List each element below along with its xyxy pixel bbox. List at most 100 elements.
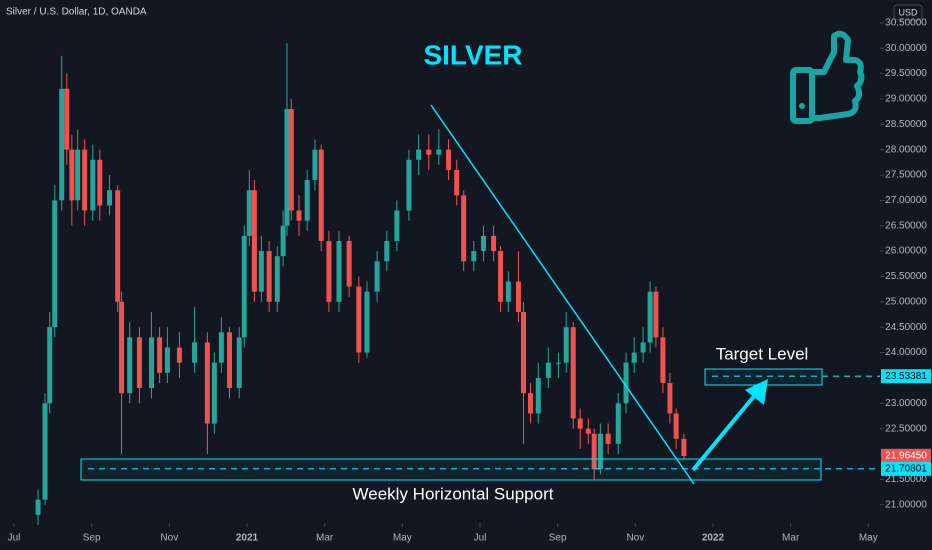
candle-body <box>280 225 286 257</box>
candle-body <box>176 347 182 363</box>
candle-body <box>681 438 687 457</box>
thumbs-up-icon <box>790 30 865 124</box>
candle-body <box>667 382 673 414</box>
candle-body <box>454 169 460 196</box>
candle-body <box>570 327 576 419</box>
y-tick-label: 29.00000 <box>885 94 927 105</box>
candle-body <box>64 88 70 150</box>
candle-body <box>563 327 569 363</box>
plot <box>13 22 884 527</box>
candle-body <box>75 149 81 201</box>
candle-body <box>394 210 400 241</box>
y-tick-label: 24.00000 <box>885 347 927 358</box>
x-tick-label: 2022 <box>702 533 725 544</box>
x-tick-label: Nov <box>160 533 178 544</box>
arrow-shaft <box>691 393 757 472</box>
annotation: Target Level <box>716 344 809 363</box>
annotation: Weekly Horizontal Support <box>353 484 554 503</box>
candle-body <box>498 251 504 302</box>
candle-body <box>505 281 511 302</box>
candle-body <box>47 327 53 404</box>
x-tick-label: Nov <box>626 533 644 544</box>
title: SILVER <box>423 39 522 70</box>
candle-body <box>326 240 332 302</box>
candle-body <box>42 403 48 500</box>
currency-box <box>893 4 923 21</box>
icon-dot <box>799 103 805 109</box>
x-tick-label: 2021 <box>236 533 259 544</box>
candle-body <box>605 433 611 444</box>
price-marker-box <box>881 461 931 476</box>
candle-body <box>471 251 477 262</box>
candle-body <box>266 251 272 302</box>
candle-body <box>90 159 96 211</box>
candle-body <box>82 149 88 211</box>
candle-body <box>384 240 390 262</box>
y-tick-label: 30.50000 <box>885 17 927 28</box>
candle-body <box>136 337 142 389</box>
candle-body <box>59 88 65 201</box>
candle-body <box>35 499 41 515</box>
symbol-header: Silver / U.S. Dollar, 1D, OANDA <box>6 7 147 18</box>
y-tick-label: 28.50000 <box>885 119 927 130</box>
y-tick-label: 27.00000 <box>885 195 927 206</box>
x-tick-label: May <box>859 533 878 544</box>
y-tick-label: 27.50000 <box>885 170 927 181</box>
candle-body <box>52 200 58 328</box>
support-zone <box>80 458 822 481</box>
candle-body <box>246 190 252 236</box>
candle-body <box>218 332 224 363</box>
y-tick-label: 25.00000 <box>885 296 927 307</box>
price-marker-label: 23.53381 <box>885 371 927 382</box>
candle-body <box>426 149 432 155</box>
candle-body <box>356 286 362 353</box>
candle-body <box>585 428 591 434</box>
price-marker-box <box>881 369 931 384</box>
candle-body <box>274 256 280 302</box>
x-tick-label: May <box>393 533 412 544</box>
candle-body <box>318 149 324 241</box>
candle-body <box>346 240 352 287</box>
candle-body <box>416 149 422 160</box>
candle-body <box>535 377 541 414</box>
y-tick-label: 23.00000 <box>885 398 927 409</box>
currency: USD <box>898 7 918 17</box>
y-tick-label: 22.50000 <box>885 423 927 434</box>
candle-body <box>406 159 412 211</box>
candle-body <box>97 159 103 206</box>
candle-body <box>157 337 163 373</box>
x-tick-label: Sep <box>83 533 101 544</box>
x-tick-label: Jul <box>474 533 487 544</box>
candle-body <box>527 393 533 414</box>
candle-body <box>107 190 113 206</box>
candle-body <box>336 240 342 302</box>
x-tick-label: Mar <box>316 533 334 544</box>
x-tick-label: Sep <box>549 533 567 544</box>
y-tick-label: 25.50000 <box>885 271 927 282</box>
y-tick-label: 30.00000 <box>885 43 927 54</box>
trend-line <box>430 104 695 485</box>
y-tick-label: 21.50000 <box>885 474 927 485</box>
candle-body <box>164 347 170 373</box>
candle-body <box>491 235 497 252</box>
candle-body <box>304 180 310 221</box>
candle-body <box>653 291 659 338</box>
price-marker-label: 21.70801 <box>885 463 927 474</box>
candle-body <box>211 362 217 424</box>
candle-body <box>148 337 154 389</box>
candle-body <box>364 291 370 353</box>
candle-body <box>555 362 561 364</box>
candle-body <box>119 301 125 394</box>
candle-body <box>227 332 233 389</box>
candle-body <box>597 433 603 470</box>
candle-body <box>258 251 264 292</box>
y-tick-label: 21.00000 <box>885 499 927 510</box>
candle-body <box>288 109 294 211</box>
candle-body <box>647 291 653 343</box>
candle-body <box>591 433 597 470</box>
candle-body <box>515 281 521 312</box>
candle-body <box>446 149 452 170</box>
